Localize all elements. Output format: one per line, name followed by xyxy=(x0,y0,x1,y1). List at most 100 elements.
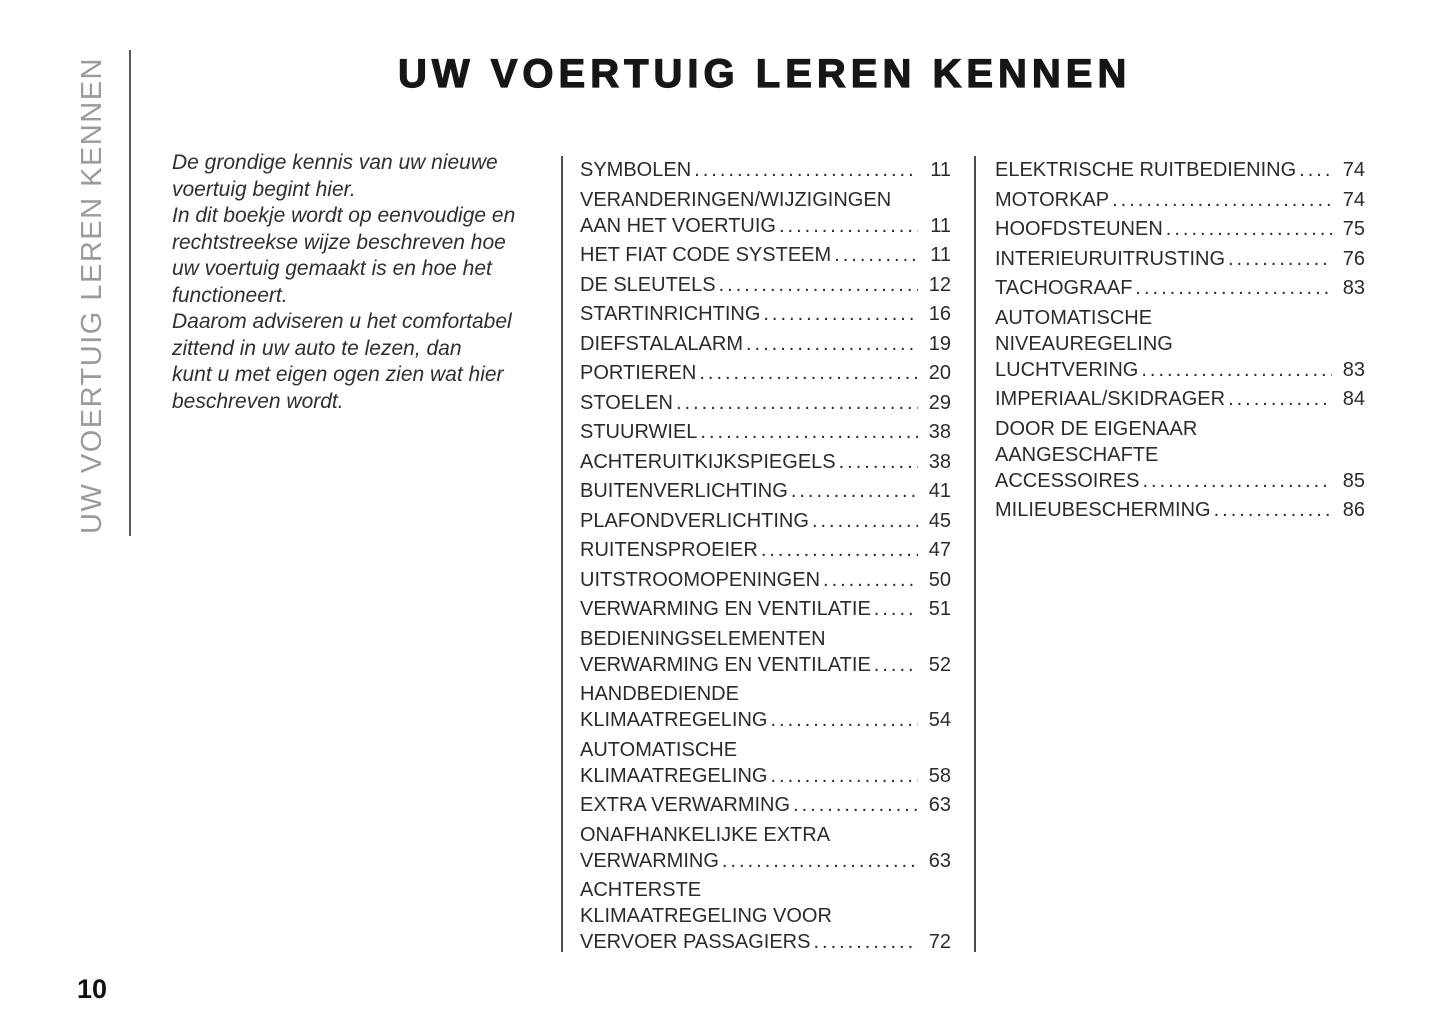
toc-dot-leader xyxy=(763,301,918,327)
toc-entry-label: VERWARMING EN VENTILATIE xyxy=(580,653,871,676)
toc-entry-label: ACCESSOIRES xyxy=(995,469,1140,492)
toc-entry-line: PLAFONDVERLICHTING 45 xyxy=(580,508,951,534)
toc-column-right: ELEKTRISCHE RUITBEDIENING 74 MOTORKAP 74 HOO… xyxy=(995,157,1365,527)
toc-dot-leader xyxy=(779,213,918,239)
toc-entry-line: ACHTERUITKIJKSPIEGELS 38 xyxy=(580,449,951,475)
toc-entry-line: LUCHTVERING 83 xyxy=(995,357,1365,383)
toc-entry-line: INTERIEURUITRUSTING 76 xyxy=(995,246,1365,272)
toc-dot-leader xyxy=(1135,275,1332,301)
toc-entry: HOOFDSTEUNEN 75 xyxy=(995,216,1365,242)
toc-entry: DIEFSTALALARM 19 xyxy=(580,331,951,357)
toc-entry-page: 38 xyxy=(928,421,951,443)
toc-entry: ACHTERUITKIJKSPIEGELS 38 xyxy=(580,449,951,475)
toc-entry: HET FIAT CODE SYSTEEM 11 xyxy=(580,242,951,268)
toc-entry-line: AUTOMATISCHE xyxy=(995,305,1365,331)
toc-entry-page: 83 xyxy=(1342,277,1365,299)
toc-entry-label: BUITENVERLICHTING xyxy=(580,480,788,502)
toc-dot-leader xyxy=(694,157,918,183)
toc-entry-line: ACHTERSTE xyxy=(580,877,951,903)
toc-entry-page: 54 xyxy=(928,709,951,731)
toc-dot-leader xyxy=(812,508,918,534)
toc-entry-label: HET FIAT CODE SYSTEEM xyxy=(580,244,832,266)
toc-entry-line: HET FIAT CODE SYSTEEM 11 xyxy=(580,242,951,268)
toc-entry: ELEKTRISCHE RUITBEDIENING 74 xyxy=(995,157,1365,183)
toc-entry-label: STOELEN xyxy=(580,391,673,414)
toc-entry-page: 11 xyxy=(930,159,951,181)
toc-entry: ONAFHANKELIJKE EXTRA VERWARMING 63 xyxy=(580,822,951,874)
toc-entry: STARTINRICHTING 16 xyxy=(580,301,951,327)
toc-entry-label: NIVEAUREGELING xyxy=(995,332,1173,355)
toc-entry-line: AANGESCHAFTE xyxy=(995,442,1365,468)
toc-entry-label: KLIMAATREGELING VOOR xyxy=(580,905,832,927)
toc-dot-leader xyxy=(700,419,918,445)
toc-entry-line: HANDBEDIENDE xyxy=(580,681,951,707)
toc-entry-label: PLAFONDVERLICHTING xyxy=(580,509,809,532)
toc-entry-label: STUURWIEL xyxy=(580,421,698,443)
toc-entry-line: VERWARMING EN VENTILATIE 52 xyxy=(580,652,951,678)
toc-entry-line: STUURWIEL 38 xyxy=(580,419,951,445)
toc-entry: DOOR DE EIGENAAR AANGESCHAFTE ACCESSOIRES 8… xyxy=(995,416,1365,494)
toc-entry-label: RUITENSPROEIER xyxy=(580,539,758,561)
toc-entry-line: EXTRA VERWARMING 63 xyxy=(580,792,951,818)
toc-entry-page: 51 xyxy=(928,598,951,620)
toc-entry-page: 85 xyxy=(1342,469,1365,492)
toc-entry-page: 63 xyxy=(928,794,951,816)
toc-entry-line: BUITENVERLICHTING 41 xyxy=(580,478,951,504)
toc-dot-leader xyxy=(1214,497,1332,523)
toc-entry-label: IMPERIAAL/SKIDRAGER xyxy=(995,388,1226,410)
toc-entry-line: NIVEAUREGELING xyxy=(995,331,1365,357)
toc-entry-line: STARTINRICHTING 16 xyxy=(580,301,951,327)
toc-entry-label: HANDBEDIENDE xyxy=(580,683,739,705)
toc-entry-label: HOOFDSTEUNEN xyxy=(995,218,1163,240)
toc-entry-page: 63 xyxy=(928,849,951,872)
sidebar-vertical-label: UW VOERTUIG LEREN KENNEN xyxy=(76,57,108,534)
toc-entry-label: INTERIEURUITRUSTING xyxy=(995,247,1225,270)
toc-dot-leader xyxy=(746,331,918,357)
toc-entry-page: 84 xyxy=(1342,388,1365,410)
toc-entry-page: 12 xyxy=(928,273,951,296)
toc-dot-leader xyxy=(874,596,918,622)
toc-dot-leader xyxy=(719,272,918,298)
toc-entry-label: AUTOMATISCHE xyxy=(580,738,738,761)
toc-entry-page: 11 xyxy=(930,244,951,266)
column-divider-left xyxy=(561,156,563,952)
toc-entry-label: MOTORKAP xyxy=(995,188,1110,211)
toc-dot-leader xyxy=(1141,357,1332,383)
toc-entry-page: 20 xyxy=(928,362,951,384)
toc-dot-leader xyxy=(770,763,918,789)
toc-entry-line: ELEKTRISCHE RUITBEDIENING 74 xyxy=(995,157,1365,183)
toc-entry-line: RUITENSPROEIER 47 xyxy=(580,537,951,563)
toc-entry-line: DIEFSTALALARM 19 xyxy=(580,331,951,357)
toc-entry: RUITENSPROEIER 47 xyxy=(580,537,951,563)
toc-entry: VERWARMING EN VENTILATIE 51 xyxy=(580,596,951,622)
toc-entry-page: 72 xyxy=(928,931,951,953)
toc-entry-label: BEDIENINGSELEMENTEN xyxy=(580,627,826,650)
toc-entry: PORTIEREN 20 xyxy=(580,360,951,386)
toc-entry-page: 38 xyxy=(928,450,951,473)
toc-entry: DE SLEUTELS 12 xyxy=(580,272,951,298)
toc-entry-label: TACHOGRAAF xyxy=(995,277,1133,299)
page-number: 10 xyxy=(77,974,108,1004)
toc-entry-label: EXTRA VERWARMING xyxy=(580,794,791,816)
toc-entry: ACHTERSTE KLIMAATREGELING VOOR VERVOER PAS… xyxy=(580,877,951,955)
toc-entry: UITSTROOMOPENINGEN 50 xyxy=(580,567,951,593)
toc-entry-label: ACHTERSTE xyxy=(580,879,702,901)
toc-dot-leader xyxy=(699,360,918,386)
toc-entry-line: IMPERIAAL/SKIDRAGER 84 xyxy=(995,386,1365,412)
toc-entry-line: VERWARMING 63 xyxy=(580,848,951,874)
toc-entry-label: DIEFSTALALARM xyxy=(580,332,743,355)
toc-entry-line: ACCESSOIRES 85 xyxy=(995,468,1365,494)
toc-entry: EXTRA VERWARMING 63 xyxy=(580,792,951,818)
toc-entry-line: DOOR DE EIGENAAR xyxy=(995,416,1365,442)
toc-entry: MILIEUBESCHERMING 86 xyxy=(995,497,1365,523)
toc-entry: HANDBEDIENDE KLIMAATREGELING 54 xyxy=(580,681,951,733)
toc-entry-label: DOOR DE EIGENAAR xyxy=(995,417,1198,440)
toc-entry-page: 58 xyxy=(928,764,951,787)
toc-entry-label: ELEKTRISCHE RUITBEDIENING xyxy=(995,159,1297,181)
toc-entry-label: STARTINRICHTING xyxy=(580,303,761,325)
toc-dot-leader xyxy=(791,478,918,504)
column-divider-right xyxy=(974,156,976,952)
toc-entry-label: PORTIEREN xyxy=(580,362,697,384)
toc-entry-page: 41 xyxy=(928,480,951,502)
